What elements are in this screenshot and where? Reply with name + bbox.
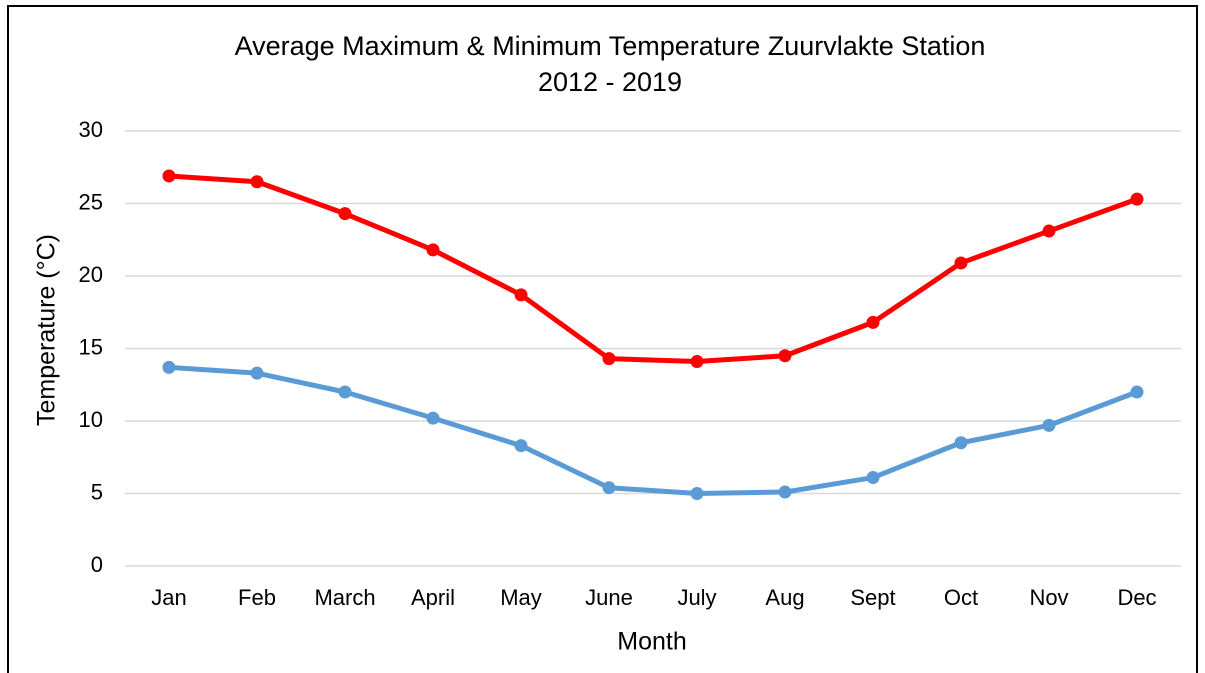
data-point [602,352,616,366]
y-tick-label: 20 [79,262,103,287]
data-point [426,411,440,425]
y-tick-label: 0 [91,552,103,577]
data-point [250,175,264,189]
data-point [866,315,880,329]
data-point [338,207,352,221]
data-point [778,485,792,499]
x-tick-label: April [411,585,455,610]
data-point [778,349,792,363]
data-point [162,169,176,183]
y-tick-label: 30 [79,117,103,142]
data-point [1042,224,1056,238]
y-tick-label: 5 [91,479,103,504]
data-point [602,481,616,495]
x-tick-label: Sept [850,585,895,610]
data-point [690,487,704,500]
data-point [1042,418,1056,432]
y-tick-label: 15 [79,334,103,359]
x-tick-label: July [677,585,716,610]
data-point [690,355,704,369]
data-point [1130,385,1144,399]
x-tick-label: Dec [1117,585,1156,610]
chart-subtitle: 2012 - 2019 [538,67,682,97]
y-tick-label: 25 [79,189,103,214]
x-tick-label: Aug [765,585,804,610]
x-axis-title: Month [617,628,686,656]
y-axis-title: Temperature (°C) [33,234,61,426]
x-tick-label: Feb [238,585,276,610]
data-point [514,288,528,302]
data-point [514,439,528,453]
chart-frame [7,5,1198,673]
data-point [426,243,440,257]
x-tick-label: March [314,585,375,610]
data-point [954,436,968,450]
data-point [866,471,880,485]
data-point [338,385,352,399]
x-tick-label: Jan [151,585,186,610]
data-point [1130,192,1144,206]
data-point [162,360,176,374]
y-tick-label: 10 [79,407,103,432]
series-line [168,364,1138,496]
series-line [168,173,1138,365]
data-point [250,366,264,380]
x-tick-label: May [500,585,542,610]
x-tick-label: Oct [944,585,978,610]
x-tick-label: June [585,585,633,610]
x-tick-label: Nov [1029,585,1068,610]
chart-title: Average Maximum & Minimum Temperature Zu… [235,31,986,61]
data-point [954,256,968,270]
